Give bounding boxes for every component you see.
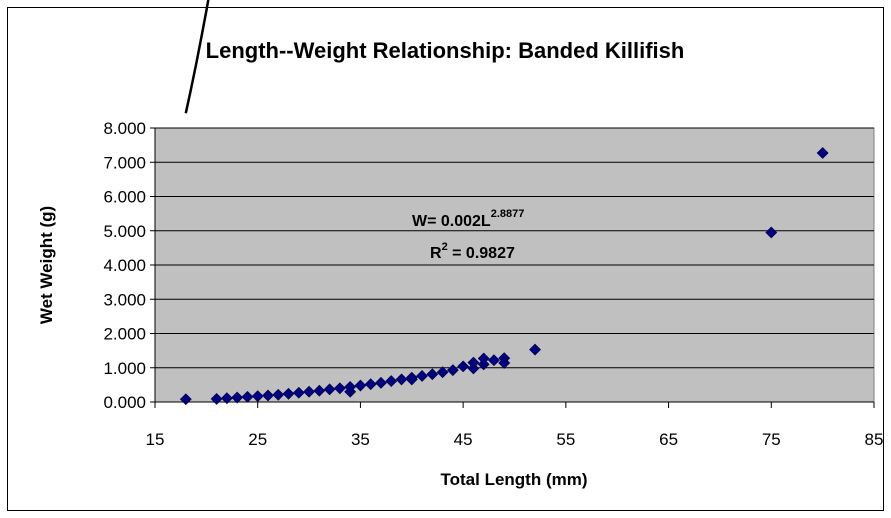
y-tick-label: 6.000 bbox=[103, 188, 146, 207]
data-point bbox=[313, 384, 326, 397]
gridlines bbox=[155, 127, 874, 369]
data-point bbox=[765, 226, 778, 239]
y-tick-label: 0.000 bbox=[103, 393, 146, 412]
r-squared-value: = 0.9827 bbox=[448, 245, 515, 262]
y-tick-label: 4.000 bbox=[103, 256, 146, 275]
data-point bbox=[262, 389, 274, 402]
data-point bbox=[457, 360, 470, 373]
data-point bbox=[477, 352, 490, 365]
x-tick-label: 85 bbox=[865, 430, 884, 449]
x-tick-label: 75 bbox=[762, 430, 781, 449]
x-tick-label: 55 bbox=[556, 430, 575, 449]
data-point bbox=[220, 392, 233, 405]
r-squared: R2 = 0.9827 bbox=[430, 241, 515, 262]
data-point bbox=[272, 388, 285, 401]
y-tick-label: 2.000 bbox=[103, 325, 146, 344]
data-point bbox=[375, 376, 387, 389]
data-point bbox=[436, 366, 449, 379]
r-squared-exponent: 2 bbox=[442, 241, 448, 253]
data-point bbox=[241, 390, 254, 403]
x-tick-labels: 15 25 35 45 55 65 75 85 bbox=[146, 430, 884, 449]
y-tick-label: 7.000 bbox=[103, 153, 146, 172]
trend-equation: W= 0.002L2.8877 bbox=[412, 208, 524, 230]
y-tick-label: 3.000 bbox=[103, 290, 146, 309]
data-point bbox=[179, 393, 192, 406]
y-tick-label: 5.000 bbox=[103, 222, 146, 241]
data-point bbox=[251, 390, 264, 403]
equation-exponent: 2.8877 bbox=[491, 208, 525, 220]
data-point bbox=[292, 386, 305, 399]
y-axis-label: Wet Weight (g) bbox=[37, 206, 56, 324]
y-tick-label: 1.000 bbox=[103, 359, 146, 378]
chart-title: Length--Weight Relationship: Banded Kill… bbox=[206, 38, 685, 63]
r-squared-symbol: R bbox=[430, 245, 442, 262]
data-point bbox=[395, 373, 408, 386]
y-tick-labels: 0.000 1.000 2.000 3.000 4.000 5.000 6.000 7.000… bbox=[103, 119, 146, 412]
data-point bbox=[210, 392, 223, 405]
data-point bbox=[323, 383, 336, 396]
data-point bbox=[344, 381, 357, 393]
data-point bbox=[416, 370, 428, 382]
data-point bbox=[467, 356, 480, 369]
data-point bbox=[231, 391, 244, 404]
data-point bbox=[426, 368, 439, 381]
data-point bbox=[385, 375, 398, 388]
x-tick-label: 45 bbox=[454, 430, 473, 449]
x-tick-label: 35 bbox=[351, 430, 370, 449]
x-tick-label: 15 bbox=[146, 430, 165, 449]
data-point bbox=[488, 354, 500, 367]
equation-text: W= 0.002L bbox=[412, 213, 491, 230]
data-point bbox=[333, 382, 346, 395]
data-point bbox=[405, 373, 418, 386]
data-point bbox=[303, 385, 315, 398]
data-points bbox=[179, 147, 829, 406]
data-point bbox=[446, 364, 459, 377]
data-point bbox=[282, 387, 295, 400]
x-axis-label: Total Length (mm) bbox=[441, 470, 588, 489]
data-point bbox=[498, 357, 511, 369]
data-point bbox=[529, 343, 541, 356]
axes bbox=[150, 127, 875, 408]
data-point bbox=[354, 379, 367, 392]
y-tick-label: 8.000 bbox=[103, 119, 146, 138]
data-point bbox=[816, 147, 829, 159]
data-point bbox=[364, 378, 377, 391]
x-tick-label: 65 bbox=[659, 430, 678, 449]
x-tick-label: 25 bbox=[248, 430, 267, 449]
